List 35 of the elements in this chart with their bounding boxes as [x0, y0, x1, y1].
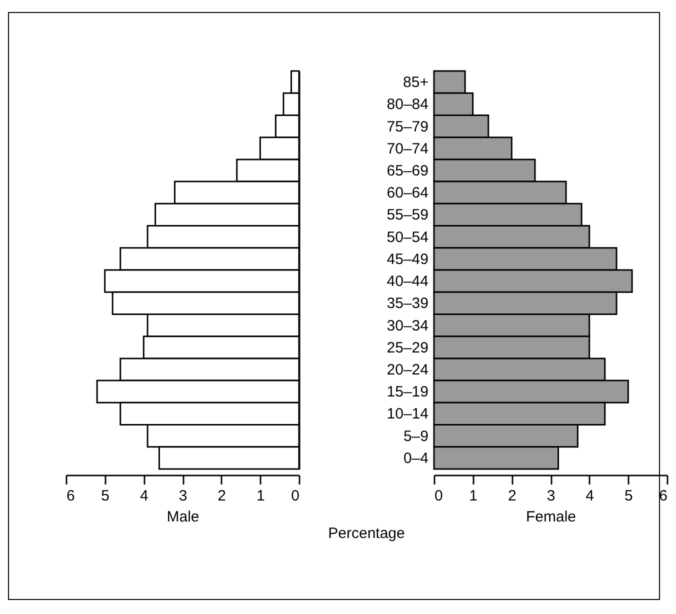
text: Percentage [328, 525, 405, 542]
x-tick-label: 2 [508, 488, 516, 504]
y-tick-label: 5–9 [403, 428, 428, 445]
x-tick-label: 3 [178, 488, 188, 504]
x-tick-label: 1 [256, 488, 265, 504]
x-tick-label: 4 [586, 488, 594, 504]
y-tick-label: 75–79 [386, 118, 428, 136]
x-tick-label: 1 [469, 488, 478, 504]
y-tick-label: 65–69 [386, 162, 428, 180]
x-tick-label: 6 [66, 488, 75, 504]
y-tick-label: 40–44 [386, 273, 428, 290]
y-tick-label: 30–34 [386, 317, 428, 334]
y-tick-label: 55–59 [386, 206, 428, 224]
y-tick-label: 10–14 [386, 406, 428, 423]
y-tick-label: 80–84 [386, 96, 428, 114]
y-tick-label: 70–74 [386, 140, 428, 158]
y-tick-label: 50–54 [386, 228, 428, 246]
y-tick-label: 25–29 [386, 339, 428, 356]
x-tick-label: 2 [218, 488, 226, 504]
x-axis-title: Female [526, 508, 576, 526]
x-tick-label: 4 [140, 488, 148, 504]
x-tick-label: 0 [434, 488, 443, 504]
x-tick-label: 0 [291, 488, 300, 504]
y-tick-label: 60–64 [386, 184, 428, 202]
y-tick-label: 0–4 [403, 450, 428, 467]
x-tick-label: 5 [624, 488, 633, 504]
y-tick-label: 45–49 [386, 250, 428, 268]
x-tick-label: 3 [546, 488, 556, 504]
x-tick-label: 5 [101, 488, 110, 504]
y-tick-label: 35–39 [386, 295, 428, 312]
x-axis-title: Male [166, 508, 200, 526]
x-tick-label: 6 [659, 488, 668, 504]
y-tick-label: 85+ [403, 74, 429, 92]
y-tick-label: 20–24 [386, 362, 428, 378]
y-tick-label: 15–19 [386, 384, 428, 401]
